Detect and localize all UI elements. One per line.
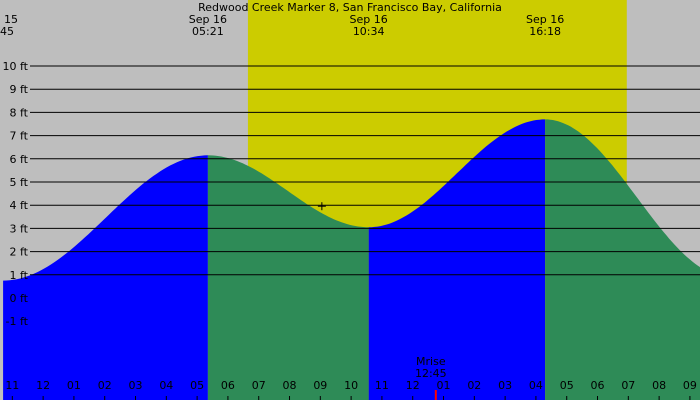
gridlines bbox=[30, 65, 700, 276]
x-tick-label: 11 bbox=[375, 379, 389, 392]
x-tick-label: 08 bbox=[283, 379, 297, 392]
moonrise-label: Mrise bbox=[416, 355, 446, 368]
x-tick-label: 06 bbox=[591, 379, 605, 392]
tide-event-date: Sep 16 bbox=[526, 13, 564, 26]
y-tick-label: 2 ft bbox=[10, 246, 29, 259]
y-tick-label: 8 ft bbox=[10, 106, 29, 119]
x-tick-label: 01 bbox=[67, 379, 81, 392]
y-tick-label: 9 ft bbox=[10, 83, 29, 96]
x-tick-label: 07 bbox=[252, 379, 266, 392]
x-tick-label: 04 bbox=[529, 379, 543, 392]
x-tick-label: 03 bbox=[129, 379, 143, 392]
tide-event-time: 05:21 bbox=[192, 25, 224, 38]
x-tick-label: 07 bbox=[621, 379, 635, 392]
chart-title: Redwood Creek Marker 8, San Francisco Ba… bbox=[198, 1, 502, 14]
y-tick-label: 10 ft bbox=[3, 60, 29, 73]
y-tick-label: 7 ft bbox=[10, 130, 29, 143]
y-tick-label: 5 ft bbox=[10, 176, 29, 189]
x-tick-label: 02 bbox=[467, 379, 481, 392]
x-tick-label: 11 bbox=[5, 379, 19, 392]
x-tick-label: 04 bbox=[159, 379, 173, 392]
moonrise-time: 12:45 bbox=[415, 367, 447, 380]
y-tick-label: 1 ft bbox=[10, 269, 29, 282]
y-axis-labels: 10 ft 9 ft 8 ft 7 ft 6 ft 5 ft 4 ft 3 ft 2 ft 1 f… bbox=[3, 60, 29, 328]
current-marker bbox=[317, 202, 326, 211]
x-tick-label: 12 bbox=[36, 379, 50, 392]
x-tick-label: 05 bbox=[560, 379, 574, 392]
y-tick-label: -1 ft bbox=[6, 315, 29, 328]
tide-event-time: 45 bbox=[0, 25, 14, 38]
x-axis-labels: 11 12 01 02 03 04 05 06 07 08 09 10 11 12 01 02 03 04 05 06… bbox=[5, 379, 697, 400]
y-tick-label: 4 ft bbox=[10, 199, 29, 212]
rising-tide-segment bbox=[3, 155, 208, 400]
x-tick-label: 05 bbox=[190, 379, 204, 392]
x-tick-label: 08 bbox=[652, 379, 666, 392]
x-tick-label: 12 bbox=[406, 379, 420, 392]
rising-tide-segment bbox=[368, 119, 546, 400]
falling-tide-segment bbox=[545, 119, 700, 400]
x-tick-label: 09 bbox=[683, 379, 697, 392]
y-tick-label: 0 ft bbox=[10, 292, 29, 305]
tide-event-time: 10:34 bbox=[353, 25, 385, 38]
x-tick-label: 01 bbox=[437, 379, 451, 392]
tide-event-date: 15 bbox=[4, 13, 18, 26]
x-tick-label: 09 bbox=[313, 379, 327, 392]
x-tick-label: 02 bbox=[98, 379, 112, 392]
tide-event-date: Sep 16 bbox=[350, 13, 388, 26]
falling-tide-segment bbox=[207, 155, 369, 400]
y-tick-label: 6 ft bbox=[10, 153, 29, 166]
tide-event-time: 16:18 bbox=[529, 25, 561, 38]
tide-area-layer bbox=[3, 119, 700, 400]
x-tick-label: 03 bbox=[498, 379, 512, 392]
tide-event-date: Sep 16 bbox=[189, 13, 227, 26]
x-tick-label: 10 bbox=[344, 379, 358, 392]
x-tick-label: 06 bbox=[221, 379, 235, 392]
y-tick-label: 3 ft bbox=[10, 222, 29, 235]
